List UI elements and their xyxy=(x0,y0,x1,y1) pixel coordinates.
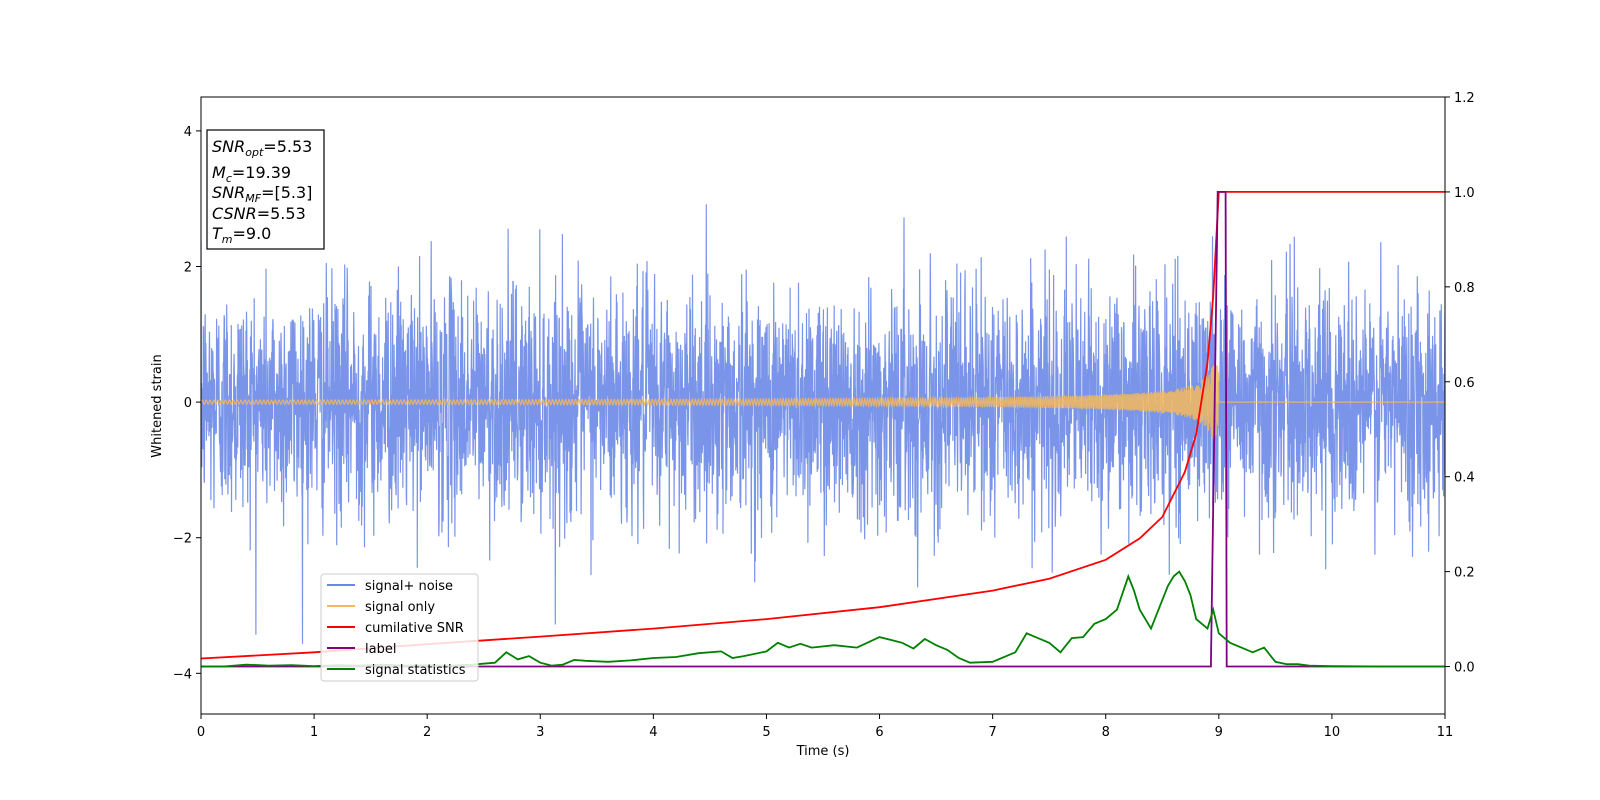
legend-label-cumulative-snr: cumilative SNR xyxy=(365,621,464,636)
y-tick-label: −2 xyxy=(173,532,192,547)
series-cumulative-snr xyxy=(201,191,1445,660)
series-label xyxy=(201,191,1445,668)
x-tick-label: 10 xyxy=(1324,725,1341,740)
y2-tick-label: 0.6 xyxy=(1454,376,1475,391)
series-signal-statistics xyxy=(201,570,1445,668)
legend-label-label: label xyxy=(365,642,396,657)
plot-frame xyxy=(200,96,1446,715)
info-merger-time: Tm=9.0 xyxy=(212,224,271,246)
y2-tick-label: 0.0 xyxy=(1454,661,1475,676)
y2-tick-label: 0.8 xyxy=(1454,281,1475,296)
x-tick-label: 4 xyxy=(649,725,657,740)
info-box-frame xyxy=(206,129,325,250)
chirp-trace xyxy=(201,365,1445,440)
x-tick-label: 2 xyxy=(423,725,431,740)
y2-tick-label: 1.2 xyxy=(1454,91,1475,106)
x-axis-ticks: 0 1 2 3 4 5 6 7 8 9 10 11 xyxy=(197,714,1453,740)
info-csnr: CSNR=5.53 xyxy=(212,204,306,223)
x-tick-label: 8 xyxy=(1102,725,1110,740)
x-axis-label: Time (s) xyxy=(796,744,850,759)
x-tick-label: 0 xyxy=(197,725,205,740)
y-tick-label: 2 xyxy=(184,261,192,276)
legend-frame xyxy=(320,573,479,682)
y2-tick-label: 0.2 xyxy=(1454,566,1475,581)
legend-label-signal-only: signal only xyxy=(365,600,435,615)
x-tick-label: 3 xyxy=(536,725,544,740)
signal-statistics-line xyxy=(201,570,1445,668)
y2-tick-label: 1.0 xyxy=(1454,186,1475,201)
y-axis-ticks: 4 2 0 −2 −4 xyxy=(173,125,201,682)
info-snr-mf: SNRMF=[5.3] xyxy=(212,183,312,205)
cumulative-snr-line xyxy=(201,191,1445,660)
y-tick-label: 0 xyxy=(184,396,192,411)
x-tick-label: 6 xyxy=(875,725,883,740)
y2-tick-label: 0.4 xyxy=(1454,471,1475,486)
info-chirp-mass: Mc=19.39 xyxy=(212,163,291,185)
y2-axis-ticks: 1.2 1.0 0.8 0.6 0.4 0.2 0.0 xyxy=(1445,91,1475,676)
legend-label-signal-statistics: signal statistics xyxy=(365,663,466,678)
legend-item-cumulative-snr: cumilative SNR xyxy=(327,621,464,636)
legend-item-label: label xyxy=(327,642,396,657)
y-tick-label: 4 xyxy=(184,125,192,140)
legend: signal+ noise signal only cumilative SNR… xyxy=(320,573,479,682)
series-signal-only xyxy=(201,365,1445,440)
noise-trace xyxy=(201,204,1445,644)
y-axis-label: Whitened strain xyxy=(150,354,165,457)
label-line xyxy=(201,191,1445,668)
legend-item-signal-noise: signal+ noise xyxy=(327,579,453,594)
y-tick-label: −4 xyxy=(173,667,192,682)
x-tick-label: 9 xyxy=(1215,725,1223,740)
legend-item-signal-only: signal only xyxy=(327,600,435,615)
x-tick-label: 11 xyxy=(1437,725,1454,740)
series-signal-noise xyxy=(201,204,1445,644)
x-tick-label: 1 xyxy=(310,725,318,740)
info-box: SNRopt=5.53 Mc=19.39 SNRMF=[5.3] CSNR=5.… xyxy=(206,129,325,250)
info-snr-opt: SNRopt=5.53 xyxy=(212,137,312,159)
legend-label-signal-noise: signal+ noise xyxy=(365,579,453,594)
x-tick-label: 5 xyxy=(762,725,770,740)
legend-item-signal-statistics: signal statistics xyxy=(327,663,466,678)
x-tick-label: 7 xyxy=(988,725,996,740)
